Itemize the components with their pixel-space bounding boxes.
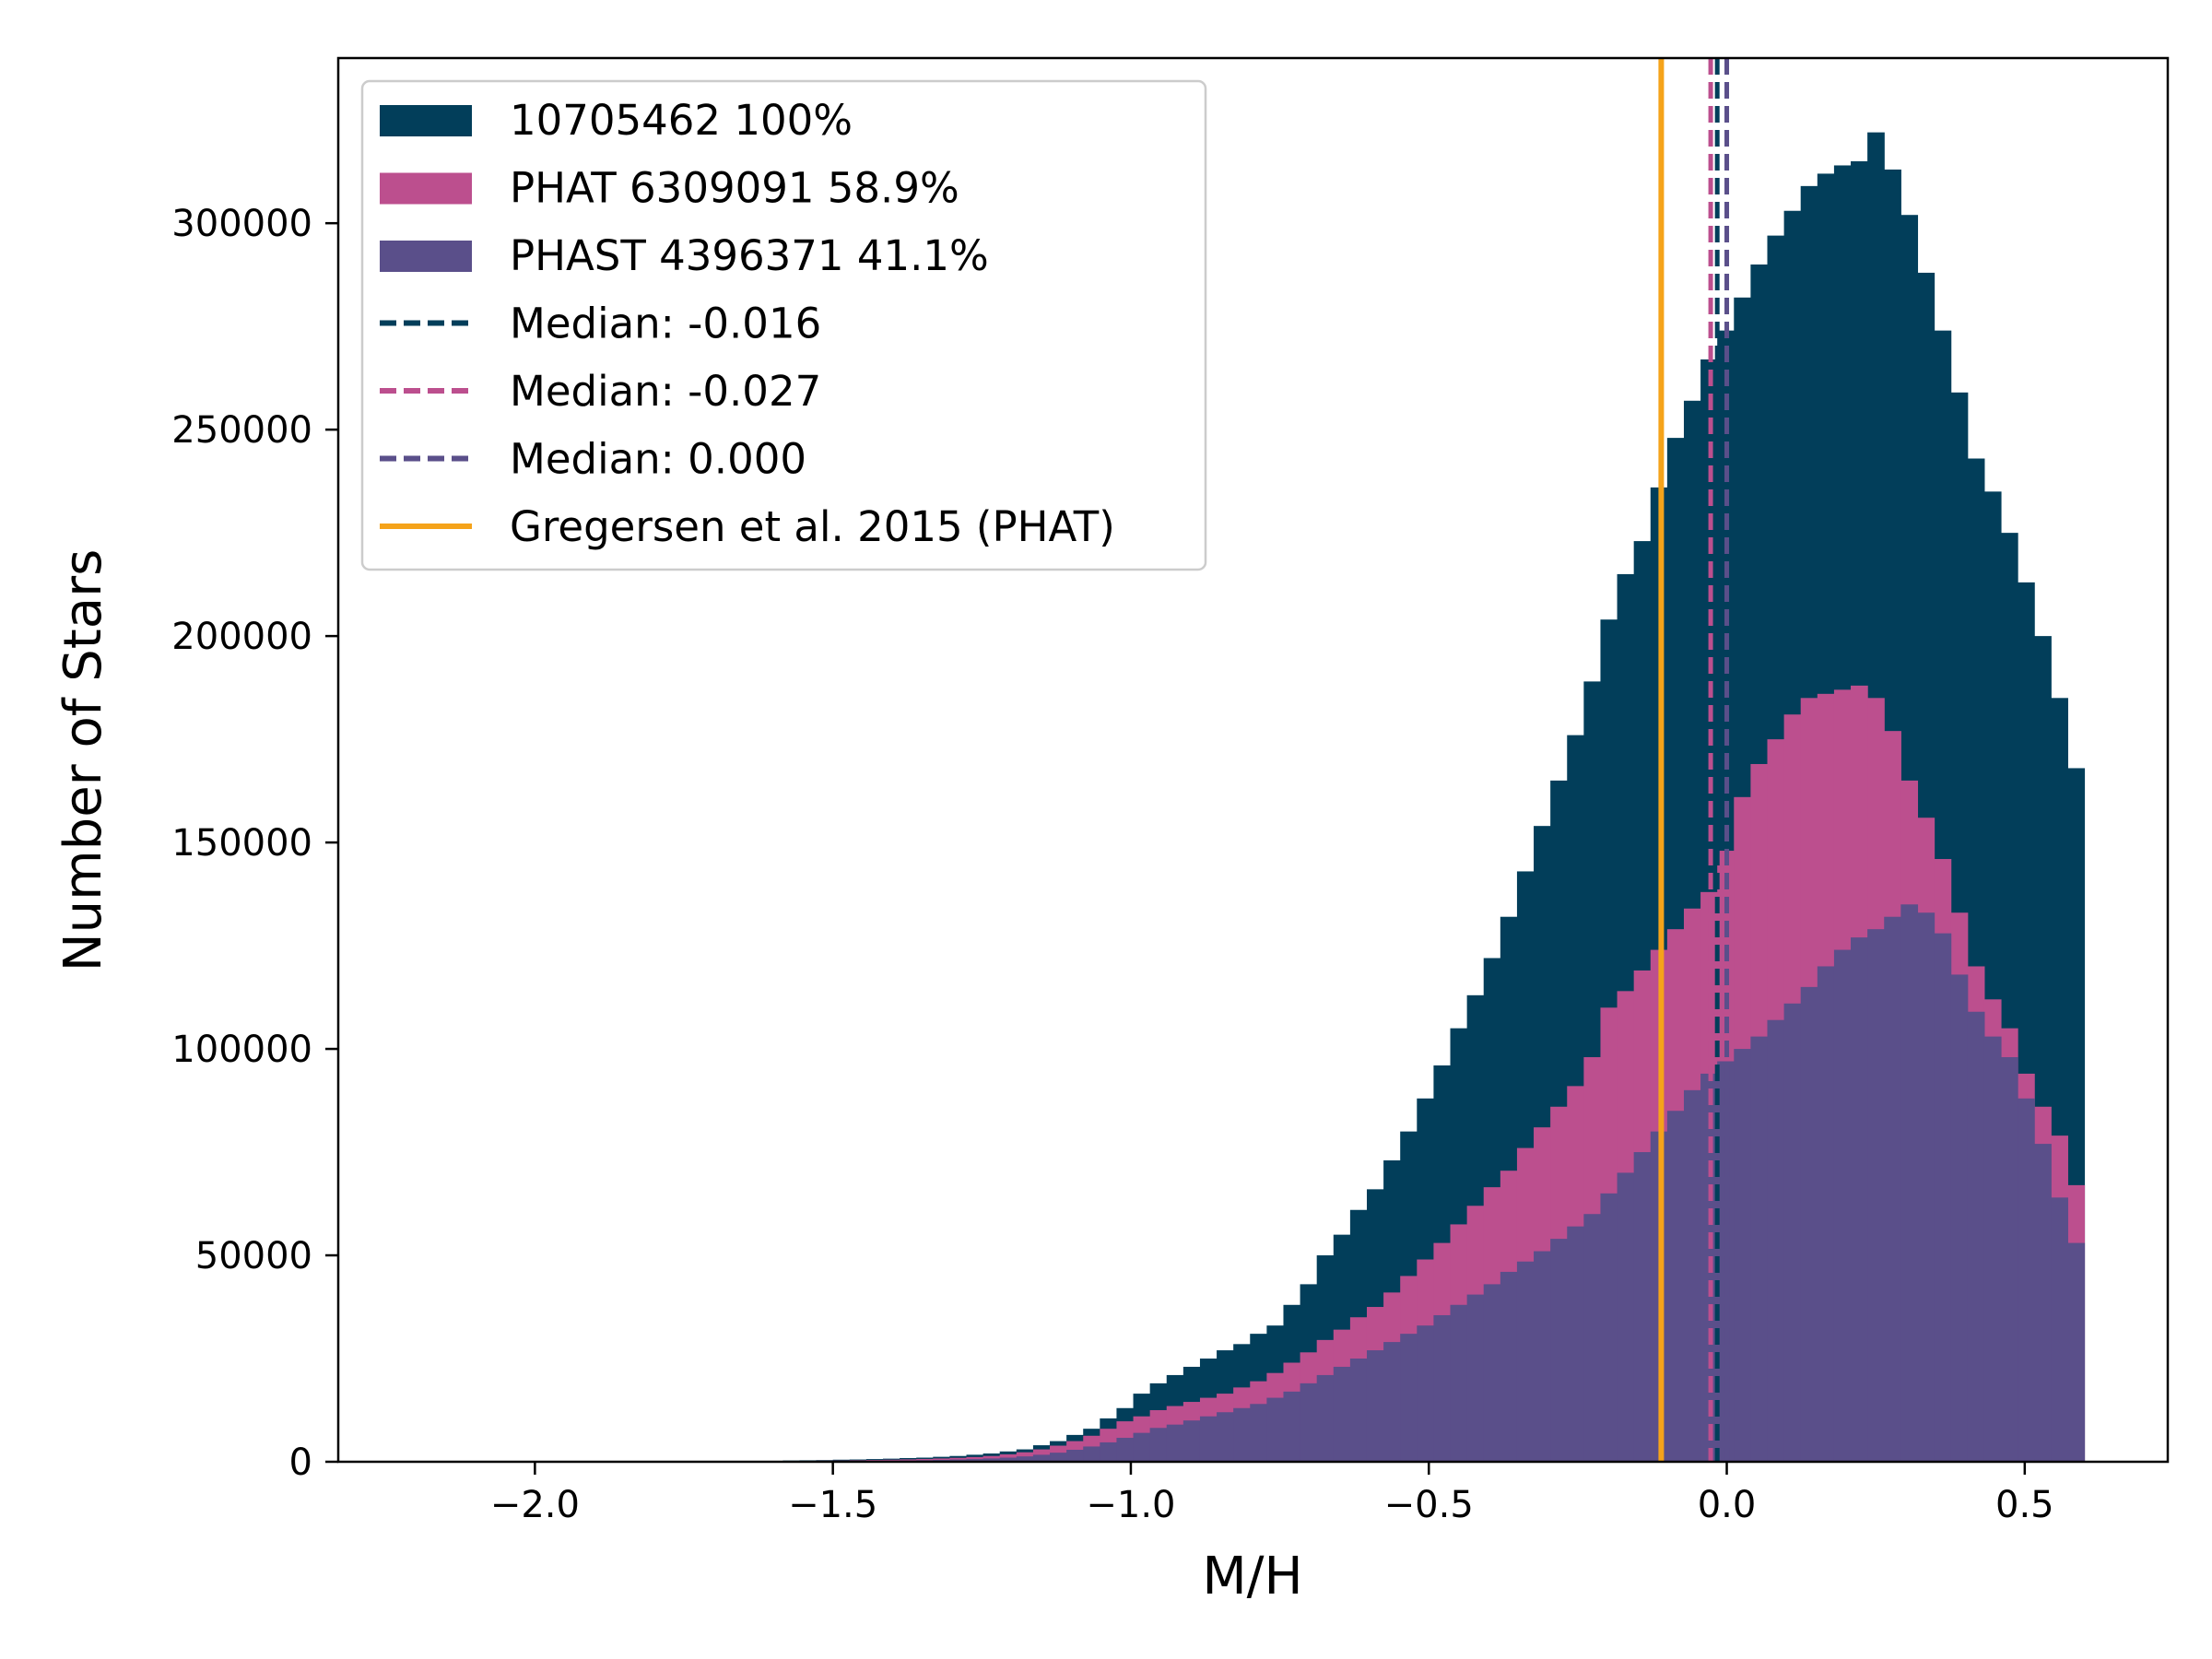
- bar-series-3: [1666, 1111, 1685, 1462]
- bar-series-3: [1283, 1391, 1301, 1462]
- reference-lines: [1658, 58, 1730, 1462]
- legend-swatch: [380, 105, 472, 136]
- bar-series-3: [1233, 1407, 1251, 1462]
- legend-label: 10705462 100%: [510, 96, 853, 145]
- bar-series-3: [1083, 1446, 1100, 1462]
- bar-series-3: [1617, 1172, 1635, 1462]
- legend: 10705462 100% PHAT 6309091 58.9% PHAST 439…: [360, 79, 1207, 571]
- bar-series-3: [1900, 904, 1919, 1462]
- bar-series-3: [1817, 966, 1835, 1462]
- legend-label: Median: 0.000: [510, 435, 806, 484]
- bar-series-3: [2000, 1057, 2018, 1462]
- bar-series-3: [1333, 1366, 1351, 1462]
- bar-series-3: [1783, 1003, 1802, 1462]
- bar-series-3: [1417, 1325, 1435, 1462]
- bar-series-3: [1100, 1441, 1118, 1462]
- x-axis: −2.0 −1.5 −1.0 −0.5 0.0 0.5: [490, 1462, 2054, 1526]
- bar-series-3: [1934, 933, 1952, 1462]
- bar-series-3: [2034, 1144, 2052, 1462]
- bar-series-3: [1516, 1261, 1535, 1462]
- y-tick-label: 50000: [195, 1235, 312, 1277]
- bar-series-3: [1016, 1456, 1034, 1462]
- bar-series-3: [1349, 1359, 1368, 1462]
- legend-swatch: [380, 241, 472, 272]
- x-axis-label: M/H: [1202, 1547, 1302, 1606]
- bar-series-3: [2067, 1242, 2086, 1462]
- bar-series-3: [982, 1458, 1001, 1462]
- bar-series-3: [1534, 1251, 1551, 1462]
- bar-series-3: [1433, 1314, 1452, 1462]
- bar-series-3: [1567, 1226, 1584, 1462]
- bar-series-3: [1750, 1036, 1769, 1462]
- x-tick-label: −2.0: [490, 1484, 580, 1526]
- plot-frame: [336, 56, 2170, 1464]
- x-tick-label: 0.5: [1995, 1484, 2054, 1526]
- bar-series-3: [966, 1459, 984, 1462]
- histogram-bars: [782, 132, 2086, 1463]
- bar-series-3: [1032, 1454, 1051, 1462]
- bar-series-3: [1500, 1271, 1518, 1462]
- legend-label: Median: -0.016: [510, 300, 821, 348]
- bar-series-3: [1383, 1342, 1401, 1462]
- bar-series-3: [1066, 1450, 1084, 1462]
- legend-label: PHAT 6309091 58.9%: [510, 164, 959, 213]
- bar-series-3: [999, 1457, 1018, 1462]
- y-axis: 0 50000 100000 150000 200000 250000 300000: [171, 203, 338, 1484]
- bar-series-3: [1583, 1214, 1602, 1462]
- bar-series-3: [2018, 1098, 2035, 1462]
- bar-series-3: [1316, 1374, 1335, 1462]
- legend-swatch: [380, 172, 472, 205]
- bar-series-3: [1983, 1036, 2002, 1462]
- bar-series-3: [1266, 1397, 1285, 1462]
- y-tick-label: 0: [289, 1441, 312, 1484]
- bar-series-3: [2051, 1197, 2068, 1462]
- bar-series-3: [1300, 1382, 1318, 1462]
- bar-series-3: [1867, 929, 1885, 1462]
- y-tick-label: 300000: [171, 203, 312, 245]
- y-tick-label: 150000: [171, 822, 312, 865]
- bar-series-3: [1400, 1334, 1418, 1462]
- bar-series-3: [1683, 1089, 1701, 1462]
- bar-series-3: [1050, 1453, 1067, 1462]
- y-axis-label: Number of Stars: [53, 549, 113, 972]
- x-tick-label: −1.0: [1086, 1484, 1175, 1526]
- bar-series-3: [1950, 974, 1969, 1462]
- bar-series-3: [1166, 1424, 1184, 1462]
- y-tick-label: 100000: [171, 1029, 312, 1071]
- bar-series-3: [1217, 1412, 1234, 1462]
- y-tick-label: 200000: [171, 616, 312, 658]
- bar-series-3: [1633, 1152, 1652, 1462]
- bar-series-3: [1800, 986, 1818, 1462]
- bar-series-3: [1116, 1438, 1135, 1462]
- x-tick-label: −1.5: [788, 1484, 877, 1526]
- bar-series-3: [1734, 1049, 1751, 1462]
- legend-box: [360, 79, 1207, 571]
- y-tick-label: 250000: [171, 409, 312, 452]
- bar-series-3: [1149, 1428, 1168, 1462]
- legend-label: Gregersen et al. 2015 (PHAT): [510, 502, 1115, 551]
- bar-series-3: [1967, 1011, 1985, 1462]
- legend-label: Median: -0.027: [510, 367, 821, 416]
- bar-series-3: [1917, 912, 1936, 1462]
- bar-series-3: [1884, 916, 1901, 1462]
- bar-series-3: [1851, 937, 1868, 1462]
- bar-series-3: [1833, 949, 1852, 1462]
- bar-series-3: [1199, 1416, 1218, 1462]
- bar-series-3: [1550, 1239, 1568, 1462]
- bar-series-3: [1133, 1432, 1151, 1462]
- legend-label: PHAST 4396371 41.1%: [510, 231, 989, 280]
- bar-series-3: [1182, 1420, 1201, 1462]
- bar-series-3: [1250, 1404, 1267, 1462]
- bar-series-3: [1450, 1304, 1468, 1462]
- bar-series-3: [1483, 1284, 1501, 1462]
- bar-series-3: [1366, 1350, 1384, 1462]
- x-tick-label: −0.5: [1384, 1484, 1474, 1526]
- x-tick-label: 0.0: [1698, 1484, 1757, 1526]
- bar-series-3: [1466, 1294, 1485, 1462]
- bar-series-3: [1767, 1019, 1785, 1462]
- bar-series-3: [1600, 1193, 1618, 1462]
